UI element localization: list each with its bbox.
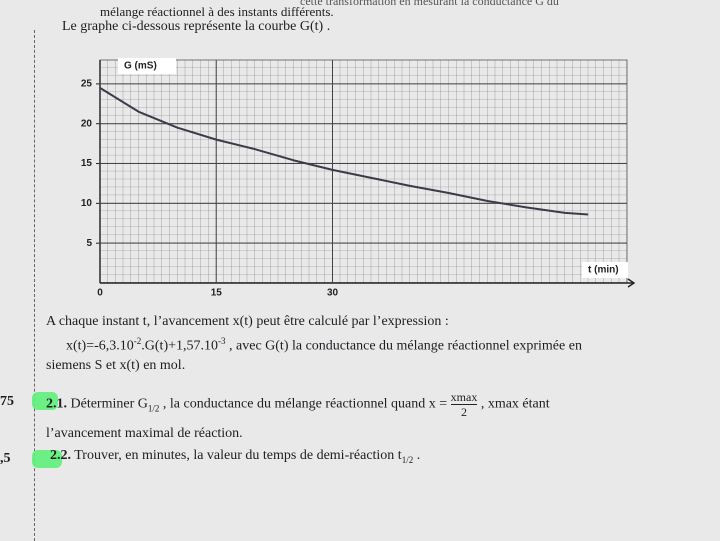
y-axis-label: G (mS): [124, 61, 157, 72]
text: Déterminer G: [70, 396, 148, 412]
y-tick-label: 10: [81, 198, 93, 209]
text: Trouver, en minutes, la valeur du temps …: [74, 448, 402, 463]
x-tick-label: 15: [211, 288, 223, 299]
text: .G(t)+1,57.10: [141, 338, 219, 354]
intro-line: mélange réactionnel à des instants diffé…: [100, 4, 334, 19]
paragraph: A chaque instant t, l’avancement x(t) pe…: [46, 314, 449, 329]
y-tick-label: 25: [81, 79, 93, 90]
y-tick-label: 5: [86, 238, 92, 249]
paragraph: l’avancement maximal de réaction.: [46, 426, 243, 441]
sub: 1/2: [147, 403, 160, 414]
denominator: 2: [460, 405, 467, 419]
highlight: [32, 392, 58, 410]
y-tick-label: 15: [81, 158, 93, 169]
text: Le graphe ci-dessous représente la courb…: [62, 19, 331, 34]
text: , la conductance du mélange réactionnel …: [159, 396, 448, 412]
text: .: [413, 448, 421, 463]
grid-paper: [100, 60, 627, 283]
formula: x(t)=-6,3.10-2.G(t)+1,57.10-3 , avec G(t…: [66, 336, 582, 355]
label-box: [582, 262, 628, 278]
number: 2.1.: [46, 396, 67, 412]
margin-score: ,5: [0, 451, 11, 466]
text: x(t)=-6,3.10: [66, 338, 134, 354]
exp: -3: [218, 336, 226, 346]
highlight: [32, 450, 62, 468]
margin-line: [34, 30, 35, 541]
graph: G (mS) t (min) 5 10 15 20 25 0 15 30: [81, 58, 636, 299]
fraction: xmax 2: [450, 390, 478, 419]
curve: [99, 87, 589, 216]
cut-line: cette transformation en mesurant la cond…: [300, 0, 559, 8]
number: 2.2.: [50, 448, 71, 463]
text: , xmax étant: [480, 396, 550, 412]
question: 2.1. Déterminer G1/2 , la conductance du…: [46, 390, 550, 419]
x-tick-label: 30: [327, 288, 339, 299]
margin-score: 75: [0, 394, 14, 409]
intro-line: Le graphe ci-dessous représente la courb…: [62, 19, 330, 35]
question: 2.2. Trouver, en minutes, la valeur du t…: [50, 448, 420, 465]
arrow: [627, 278, 636, 288]
numerator: xmax: [450, 390, 478, 405]
paragraph: siemens S et x(t) en mol.: [46, 358, 186, 373]
y-tick-label: 20: [81, 118, 93, 129]
x-axis-label: t (min): [588, 265, 619, 276]
text: , avec G(t) la conductance du mélange ré…: [225, 338, 582, 354]
exp: -2: [133, 336, 142, 346]
sub: 1/2: [401, 454, 414, 465]
x-tick-label: 0: [97, 288, 103, 299]
label-box: [118, 58, 176, 74]
